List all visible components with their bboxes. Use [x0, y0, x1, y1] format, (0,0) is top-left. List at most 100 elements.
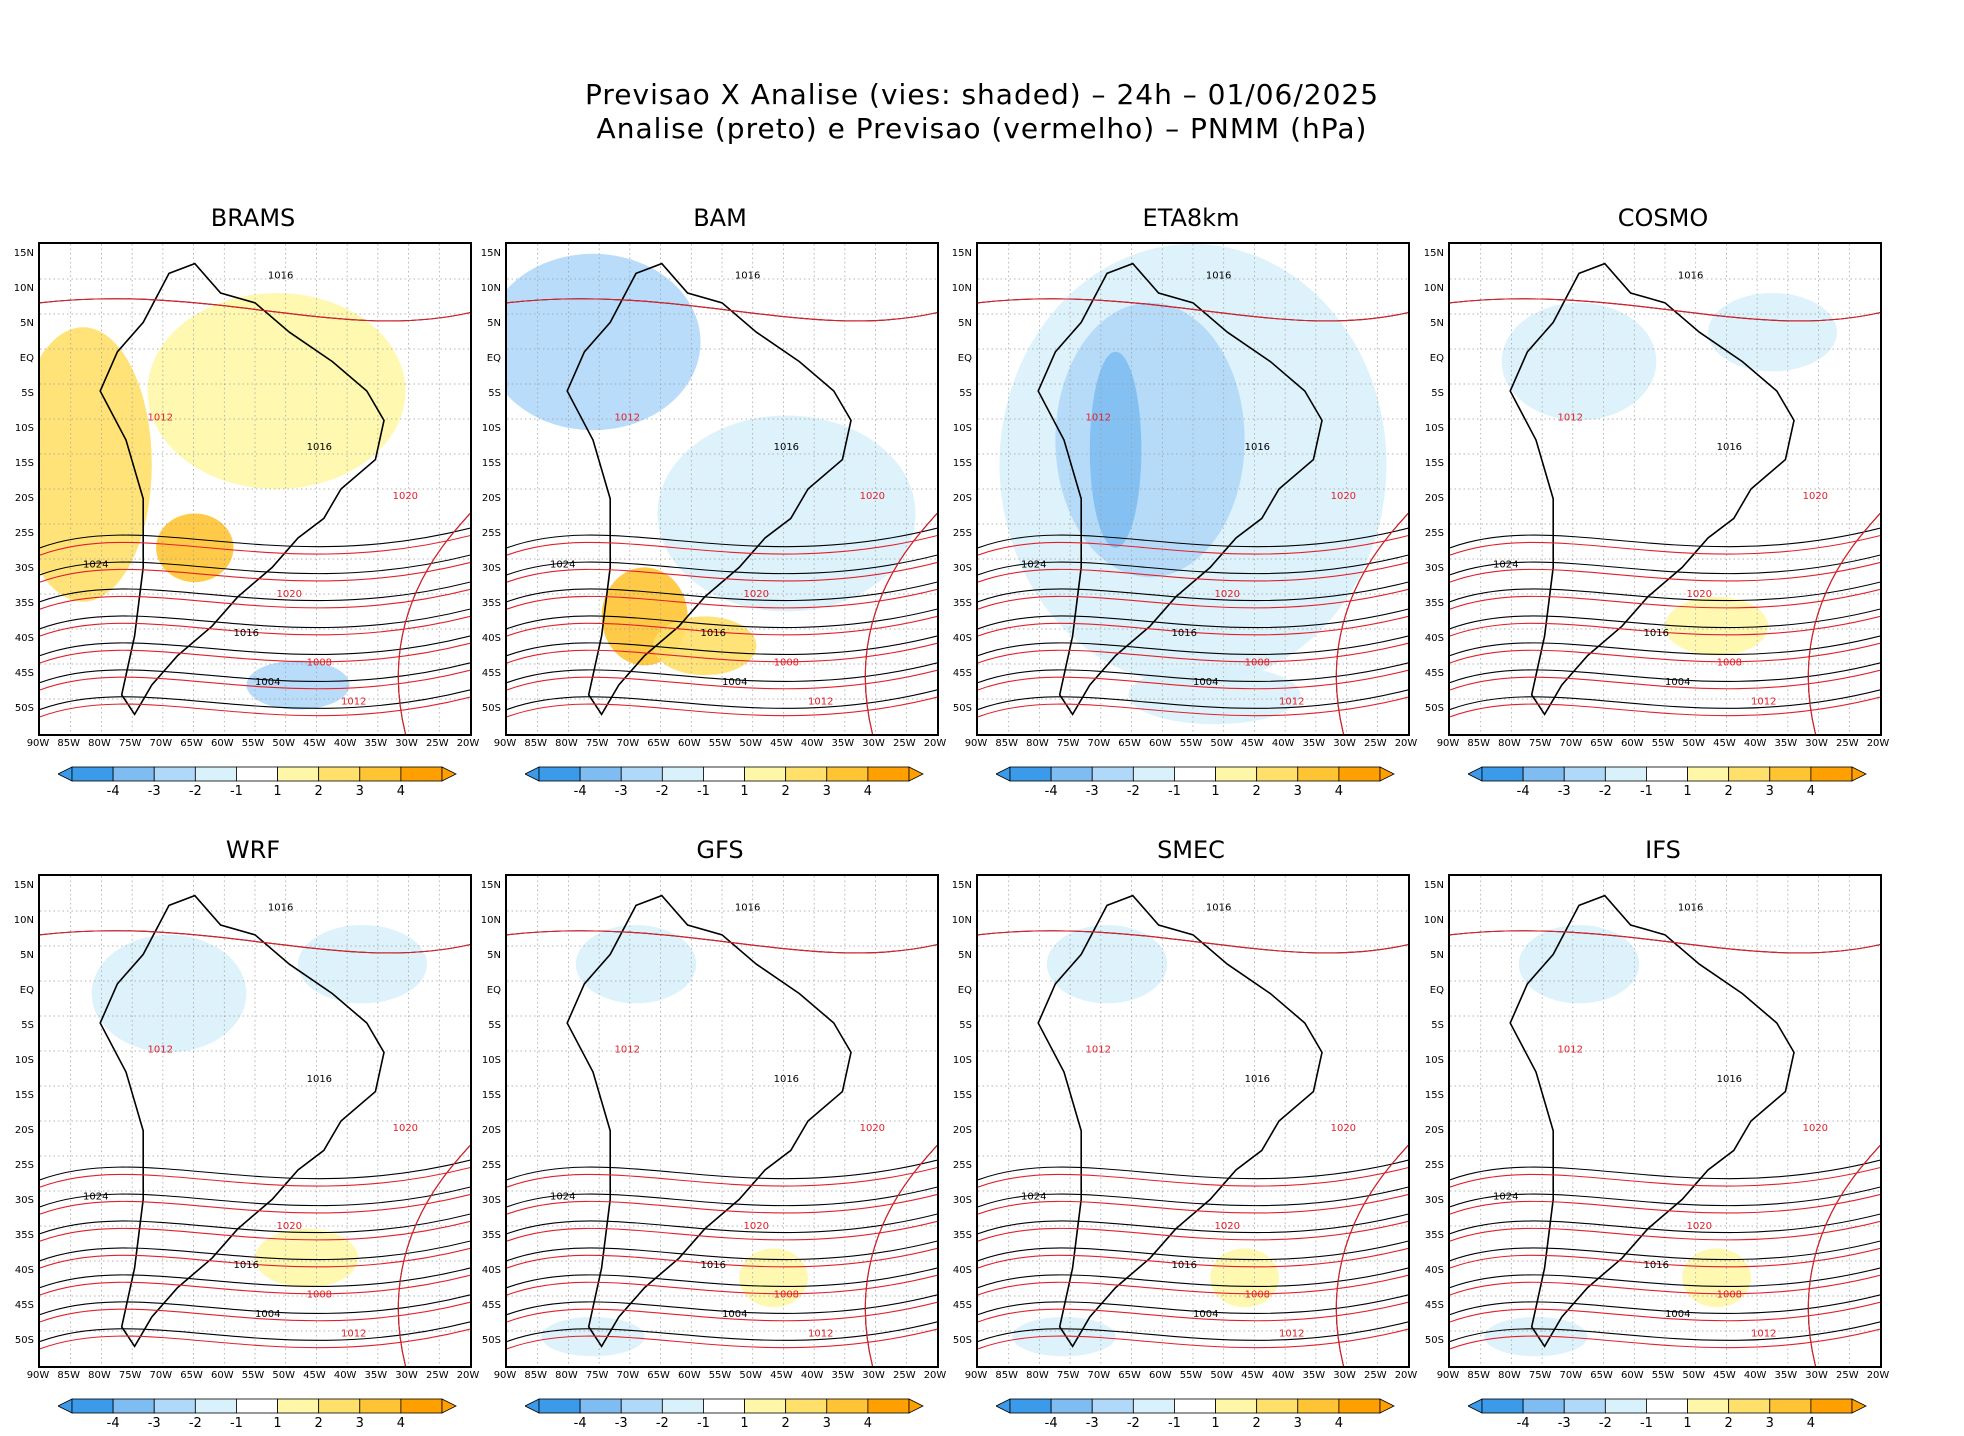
- lon-tick-label: 60W: [210, 738, 234, 749]
- bias-shading: [507, 253, 701, 431]
- contour-label: 1016: [1644, 628, 1669, 639]
- contour-label: 1020: [1331, 1123, 1356, 1134]
- colorbar-label: 2: [314, 1416, 323, 1431]
- lat-tick-label: 15N: [480, 248, 501, 259]
- colorbar-segment: [1256, 766, 1299, 782]
- isobar-analysis: [978, 1294, 1408, 1316]
- contour-label: 1016: [268, 270, 293, 281]
- contour-label: 1012: [1558, 1044, 1583, 1055]
- colorbar-cap: [1467, 766, 1483, 782]
- colorbar-segment: [579, 1398, 622, 1414]
- isobar-forecast: [40, 298, 470, 322]
- colorbar-segment: [1132, 1398, 1175, 1414]
- contour-label: 1012: [615, 1044, 640, 1055]
- lon-tick-label: 45W: [1241, 1370, 1264, 1381]
- contour-label: 1020: [860, 1123, 885, 1134]
- colorbar-cap: [57, 1398, 73, 1414]
- colorbar-cap: [995, 1398, 1011, 1414]
- map-svg: 1016 1012 1016 1020 1024 1020 1016 1008 1004 1012: [1450, 876, 1880, 1366]
- colorbar-label: 1: [1211, 784, 1220, 799]
- bias-shading: [246, 660, 350, 710]
- lon-tick-label: 55W: [241, 738, 265, 749]
- colorbar-label: 3: [822, 784, 831, 799]
- isobar-forecast: [978, 642, 1408, 664]
- bias-shading: [1501, 302, 1657, 421]
- map-panel-smec: 1016 1012 1016 1020 1024 1020 1016 1008 1004 1012: [976, 874, 1410, 1368]
- colorbar-label: -1: [696, 1416, 710, 1431]
- contour-label: 1012: [1279, 1329, 1304, 1340]
- contour-label: 1012: [341, 1329, 366, 1340]
- lat-tick-label: 40S: [952, 633, 972, 644]
- colorbar-label: 2: [781, 1416, 790, 1431]
- colorbar-segment: [194, 766, 237, 782]
- isobar-analysis: [1450, 581, 1880, 603]
- colorbar-segment: [744, 1398, 787, 1414]
- lat-tick-label: 5S: [959, 1020, 972, 1031]
- isobar-analysis: [978, 689, 1408, 711]
- contour-label: 1020: [744, 1221, 769, 1232]
- contour-label: 1016: [1678, 902, 1703, 913]
- panel-title-eta8km: ETA8km: [1142, 204, 1240, 232]
- lon-tick-label: 90W: [26, 738, 50, 749]
- lat-tick-label: 10S: [1424, 423, 1444, 434]
- lon-tick-label: 50W: [1210, 738, 1234, 749]
- colorbar-cap: [1379, 1398, 1395, 1414]
- colorbar-label: -1: [229, 784, 243, 799]
- lat-tick-label: EQ: [1429, 985, 1444, 996]
- lon-tick-label: 55W: [1179, 1370, 1203, 1381]
- panel-title-wrf: WRF: [225, 836, 281, 864]
- bias-shading: [255, 1228, 359, 1288]
- lon-tick-label: 80W: [1498, 1370, 1521, 1381]
- isobar-forecast: [978, 535, 1408, 556]
- panel-title-smec: SMEC: [1157, 836, 1225, 864]
- lon-tick-label: 45W: [1713, 738, 1736, 749]
- lat-tick-label: 10S: [952, 423, 972, 434]
- lon-tick-label: 20W: [1394, 1370, 1418, 1381]
- contour-label: 1024: [83, 1191, 108, 1202]
- isobar-analysis: [507, 1159, 937, 1181]
- isobar-analysis: [1450, 527, 1880, 549]
- colorbar-cap: [1379, 766, 1395, 782]
- lat-tick-label: 35S: [14, 1230, 34, 1241]
- lat-tick-label: 5N: [487, 318, 501, 329]
- lat-tick-label: 10S: [14, 1055, 34, 1066]
- isobar-analysis: [40, 1267, 470, 1289]
- lon-tick-label: 40W: [800, 1370, 824, 1381]
- lat-tick-label: 30S: [14, 563, 34, 574]
- lat-tick-label: 30S: [481, 1195, 501, 1206]
- lon-tick-label: 60W: [1148, 738, 1172, 749]
- lat-tick-label: 45S: [481, 668, 501, 679]
- colorbar-segment: [1522, 766, 1565, 782]
- bias-shading: [298, 925, 427, 1004]
- lon-tick-label: 90W: [1436, 738, 1460, 749]
- lat-tick-label: 25S: [1424, 528, 1444, 539]
- isobar-forecast: [1450, 696, 1880, 718]
- isobar-forecast: [1450, 1301, 1880, 1323]
- contour-label: 1008: [774, 1289, 799, 1300]
- isobar-analysis: [1450, 1159, 1880, 1181]
- lon-tick-label: 35W: [364, 738, 388, 749]
- lat-tick-label: 20S: [952, 1125, 972, 1136]
- isobar-analysis: [978, 608, 1408, 630]
- colorbar-label: 2: [1252, 784, 1261, 799]
- colorbar-label: 1: [1683, 1416, 1692, 1431]
- lon-tick-label: 65W: [1118, 1370, 1141, 1381]
- isobar-forecast: [978, 1301, 1408, 1323]
- colorbar-segment: [1481, 1398, 1524, 1414]
- lon-tick-label: 70W: [149, 1370, 173, 1381]
- isobar-forecast: [40, 1274, 470, 1296]
- colorbar-label: -3: [1085, 1416, 1099, 1431]
- isobar-forecast: [507, 1274, 937, 1296]
- lon-tick-label: 50W: [1682, 1370, 1706, 1381]
- colorbar-label: 1: [1683, 784, 1692, 799]
- colorbar-segment: [1728, 766, 1771, 782]
- lon-tick-label: 45W: [770, 738, 793, 749]
- contour-label: 1004: [1193, 1309, 1218, 1320]
- isobar-forecast: [507, 588, 937, 610]
- lat-tick-label: 30S: [952, 563, 972, 574]
- lat-tick-label: 15N: [1423, 880, 1444, 891]
- lat-tick-label: 10S: [14, 423, 34, 434]
- lat-tick-label: 35S: [1424, 1230, 1444, 1241]
- contour-label: 1024: [1493, 1191, 1518, 1202]
- lon-tick-label: 40W: [800, 738, 824, 749]
